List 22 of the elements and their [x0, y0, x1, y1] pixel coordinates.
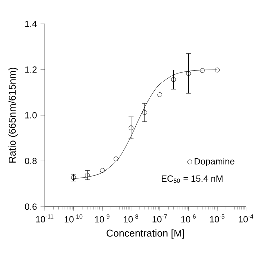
point: [114, 156, 119, 162]
x-tick-label: 10$^{-9}$: [95, 214, 110, 223]
y-axis-title: Ratio (665nm/615nm): [8, 68, 18, 163]
point: [200, 68, 205, 74]
point: [85, 172, 90, 178]
point: [100, 168, 105, 173]
x-tick-label: 10$^{-5}$: [210, 214, 225, 223]
y-tick-label: 1.0: [26, 112, 37, 119]
y-tick-label: 1.2: [26, 66, 37, 73]
x-tick-label: 10$^{-8}$: [124, 214, 138, 223]
x-tick-label: 10$^{-4}$: [239, 214, 254, 223]
x-tick-label: 10$^{-6}$: [182, 214, 196, 223]
y-tick-label: 0.6: [25, 204, 37, 210]
y-tick-label: 0.8: [25, 158, 37, 164]
annotation: EC$_{50}$ = 15.4 nM: [162, 176, 223, 184]
legend-label: Dopamine: [194, 158, 235, 167]
x-tick-label: 10$^{-7}$: [152, 214, 168, 223]
x-tick-label: 10$^{-10}$: [64, 214, 83, 223]
x-tick-label: 10$^{-11}$: [36, 214, 54, 223]
point: [158, 92, 162, 98]
x-axis-title: Concentration [M]: [106, 230, 184, 239]
y-tick-label: 1.4: [26, 21, 38, 28]
